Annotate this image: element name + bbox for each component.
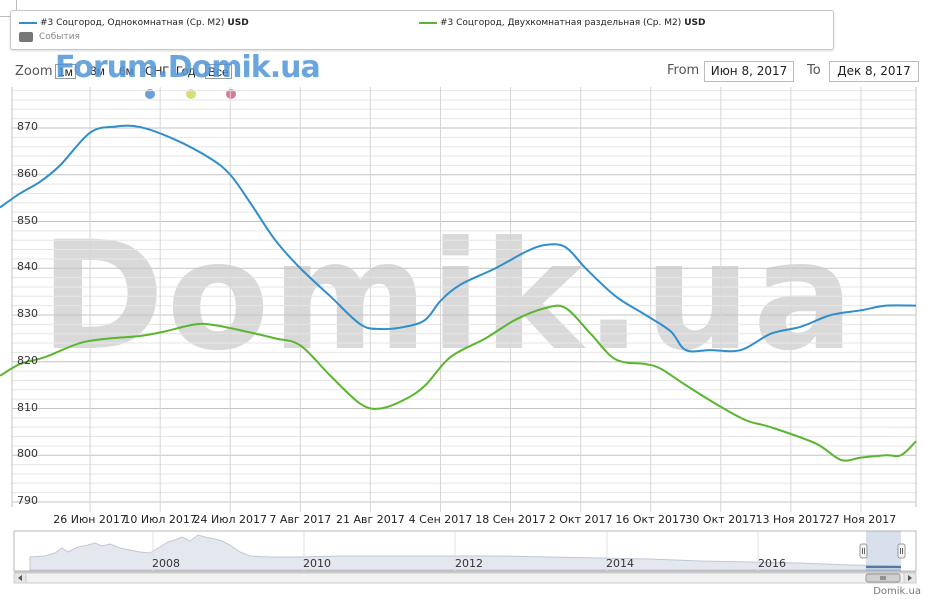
legend-item-events[interactable]: События [19, 32, 80, 42]
y-tick-label: 790 [17, 494, 38, 507]
y-tick-label: 800 [17, 447, 38, 461]
navigator-hit-area[interactable] [14, 531, 916, 571]
legend-label-series-1: #3 Соцгород, Однокомнатная (Ср. М2) [40, 18, 225, 28]
zoom-ytd-button[interactable]: СНГ [145, 64, 169, 78]
navigator-year-label: 2016 [758, 557, 786, 570]
zoom-label: Zoom [15, 64, 53, 79]
x-tick-label: 4 Сен 2017 [408, 513, 473, 526]
legend-swatch-series-1 [19, 22, 37, 24]
credit-link[interactable]: Domik.ua [873, 586, 921, 597]
x-tick-label: 13 Ноя 2017 [755, 513, 827, 526]
x-tick-label: 2 Окт 2017 [548, 513, 613, 526]
x-tick-label: 24 Июл 2017 [193, 513, 268, 526]
x-tick-label: 10 Июл 2017 [123, 513, 197, 526]
series-line-2[interactable] [0, 304, 917, 462]
x-tick-label: 18 Сен 2017 [475, 513, 546, 526]
x-tick-label: 7 Авг 2017 [269, 513, 332, 526]
event-marker-1[interactable] [145, 89, 155, 99]
y-tick-label: 850 [17, 213, 38, 227]
legend-unit-series-2: USD [684, 18, 706, 28]
navigator-year-label: 2010 [303, 557, 331, 570]
from-date-input[interactable]: Июн 8, 2017 [704, 61, 794, 82]
x-tick-label: 16 Окт 2017 [615, 513, 687, 526]
to-label: To [807, 63, 821, 78]
x-tick-label: 30 Окт 2017 [685, 513, 757, 526]
x-tick-label: 26 Июн 2017 [53, 513, 127, 526]
navigator-year-label: 2014 [606, 557, 634, 570]
series-line-1[interactable] [0, 124, 917, 353]
y-tick-label: 830 [17, 307, 38, 320]
event-marker-2[interactable] [186, 89, 196, 99]
navigator-year-label: 2012 [455, 557, 483, 570]
navigator-left-handle-hit[interactable] [858, 542, 869, 560]
to-date-input[interactable]: Дек 8, 2017 [829, 61, 919, 82]
legend-box: #3 Соцгород, Однокомнатная (Ср. М2) USD … [10, 10, 834, 50]
x-tick-label: 21 Авг 2017 [336, 513, 405, 526]
y-tick-label: 820 [17, 353, 38, 367]
y-tick-label: 840 [17, 260, 38, 274]
y-tick-label: 870 [17, 120, 38, 133]
zoom-3m-button[interactable]: 3м [90, 64, 105, 78]
events-swatch [19, 32, 33, 42]
x-tick-label: 27 Ноя 2017 [825, 513, 897, 526]
y-tick-label: 810 [17, 400, 38, 414]
domik-watermark: Domik.ua [40, 210, 857, 384]
legend-label-events: События [39, 32, 80, 42]
zoom-1m-button[interactable]: 1м [55, 64, 76, 79]
forum-watermark: Forum.Domik.ua [55, 50, 321, 85]
legend-item-series-2[interactable]: #3 Соцгород, Двухкомнатная раздельная (С… [419, 18, 705, 28]
from-label: From [667, 63, 700, 78]
zoom-all-button[interactable]: Все [205, 64, 232, 79]
scrollbar-thumb-hit[interactable] [866, 574, 900, 582]
y-tick-label: 860 [17, 166, 38, 180]
zoom-6m-button[interactable]: 6м [119, 64, 134, 78]
navigator-year-label: 2008 [152, 557, 180, 570]
legend-swatch-series-2 [419, 22, 437, 24]
scroll-right-button[interactable] [904, 573, 916, 583]
legend-label-series-2: #3 Соцгород, Двухкомнатная раздельная (С… [440, 18, 682, 28]
scroll-left-button[interactable] [14, 573, 26, 583]
legend-item-series-1[interactable]: #3 Соцгород, Однокомнатная (Ср. М2) USD [19, 18, 249, 28]
navigator-right-handle-hit[interactable] [896, 542, 907, 560]
event-marker-3[interactable] [226, 89, 236, 99]
zoom-1y-button[interactable]: Год [176, 64, 196, 78]
legend-unit-series-1: USD [227, 18, 249, 28]
